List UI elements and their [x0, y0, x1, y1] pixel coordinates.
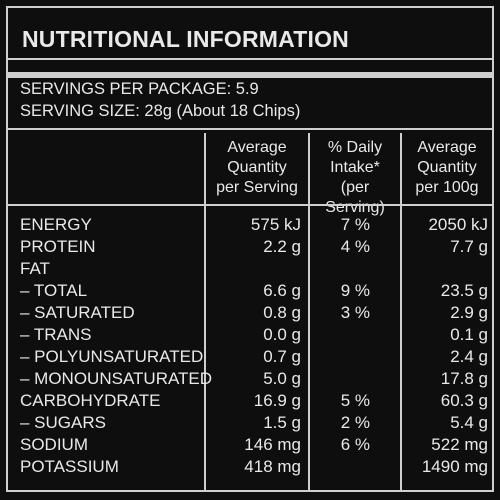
- row-daily-intake: 2 %: [340, 413, 370, 432]
- row-per-serving: 0.0 g: [263, 325, 301, 344]
- table-row: PROTEIN 2.2 g 4 % 7.7 g: [8, 236, 492, 258]
- table-row: – MONOUNSATURATED 5.0 g 17.8 g: [8, 368, 492, 390]
- table-row: – POLYUNSATURATED 0.7 g 2.4 g: [8, 346, 492, 368]
- table-row: FAT: [8, 258, 492, 280]
- row-per-100g: 2.9 g: [450, 303, 488, 322]
- table-header-divider: [8, 204, 492, 206]
- table-row: ENERGY 575 kJ 7 % 2050 kJ: [8, 214, 492, 236]
- row-per-100g: 60.3 g: [440, 391, 488, 410]
- row-label: CARBOHYDRATE: [20, 391, 161, 410]
- row-per-serving: 146 mg: [244, 435, 301, 454]
- row-label: – TRANS: [20, 325, 92, 344]
- row-label: SODIUM: [20, 435, 88, 454]
- row-label: POTASSIUM: [20, 457, 119, 476]
- table-row: – TRANS 0.0 g 0.1 g: [8, 324, 492, 346]
- header-per-serving: Average Quantity per Serving: [206, 138, 308, 202]
- header-per-100g-line1: Average: [417, 139, 477, 156]
- row-per-serving: 16.9 g: [253, 391, 301, 410]
- row-per-100g: 2.4 g: [450, 347, 488, 366]
- row-daily-intake: 4 %: [340, 237, 370, 256]
- table-row: CARBOHYDRATE 16.9 g 5 % 60.3 g: [8, 390, 492, 412]
- header-daily-intake-line2: Intake*: [330, 159, 380, 176]
- header-per-serving-line3: per Serving: [216, 179, 298, 196]
- servings-per-package: SERVINGS PER PACKAGE: 5.9: [20, 80, 259, 98]
- row-per-100g: 522 mg: [431, 435, 488, 454]
- row-daily-intake: 3 %: [340, 303, 370, 322]
- table-row: POTASSIUM 418 mg 1490 mg: [8, 456, 492, 478]
- table-row: – TOTAL 6.6 g 9 % 23.5 g: [8, 280, 492, 302]
- header-per-100g-line2: Quantity: [417, 159, 477, 176]
- table-row: SODIUM 146 mg 6 % 522 mg: [8, 434, 492, 456]
- row-daily-intake: 6 %: [340, 435, 370, 454]
- header-per-serving-line2: Quantity: [227, 159, 287, 176]
- row-per-100g: 1490 mg: [421, 457, 488, 476]
- row-label: ENERGY: [20, 215, 92, 234]
- title-divider: [8, 72, 492, 78]
- row-label: – MONOUNSATURATED: [20, 369, 213, 388]
- header-per-100g: Average Quantity per 100g: [402, 138, 492, 202]
- row-per-serving: 0.8 g: [263, 303, 301, 322]
- panel-title: NUTRITIONAL INFORMATION: [8, 8, 492, 60]
- row-per-100g: 17.8 g: [440, 369, 488, 388]
- row-per-serving: 1.5 g: [263, 413, 301, 432]
- table-row: – SATURATED 0.8 g 3 % 2.9 g: [8, 302, 492, 324]
- row-daily-intake: 9 %: [340, 281, 370, 300]
- column-divider-3: [400, 133, 402, 492]
- row-label: – SUGARS: [20, 413, 106, 432]
- row-label: – TOTAL: [20, 281, 88, 300]
- column-divider-2: [308, 133, 310, 492]
- row-label: – SATURATED: [20, 303, 135, 322]
- row-per-serving: 575 kJ: [250, 215, 301, 234]
- row-label: PROTEIN: [20, 237, 96, 256]
- header-per-100g-line3: per 100g: [415, 179, 479, 196]
- row-per-100g: 23.5 g: [440, 281, 488, 300]
- row-per-100g: 7.7 g: [450, 237, 488, 256]
- nutrition-panel: NUTRITIONAL INFORMATION SERVINGS PER PAC…: [6, 6, 494, 492]
- header-daily-intake-line1: % Daily: [327, 139, 383, 156]
- row-per-100g: 2050 kJ: [428, 215, 488, 234]
- table-row: – SUGARS 1.5 g 2 % 5.4 g: [8, 412, 492, 434]
- header-divider: [8, 128, 492, 130]
- row-per-serving: 2.2 g: [263, 237, 301, 256]
- row-label: – POLYUNSATURATED: [20, 347, 204, 366]
- row-per-serving: 6.6 g: [263, 281, 301, 300]
- header-daily-intake-line3: (per Serving): [325, 179, 385, 216]
- row-per-serving: 5.0 g: [263, 369, 301, 388]
- header-daily-intake: % Daily Intake* (per Serving): [310, 138, 400, 216]
- serving-size: SERVING SIZE: 28g (About 18 Chips): [20, 102, 301, 120]
- row-label: FAT: [20, 259, 50, 278]
- row-daily-intake: 7 %: [340, 215, 370, 234]
- header-per-serving-line1: Average: [227, 139, 287, 156]
- column-divider-1: [204, 133, 206, 492]
- row-per-serving: 418 mg: [244, 457, 301, 476]
- row-daily-intake: 5 %: [340, 391, 370, 410]
- row-per-100g: 0.1 g: [450, 325, 488, 344]
- row-per-serving: 0.7 g: [263, 347, 301, 366]
- row-per-100g: 5.4 g: [450, 413, 488, 432]
